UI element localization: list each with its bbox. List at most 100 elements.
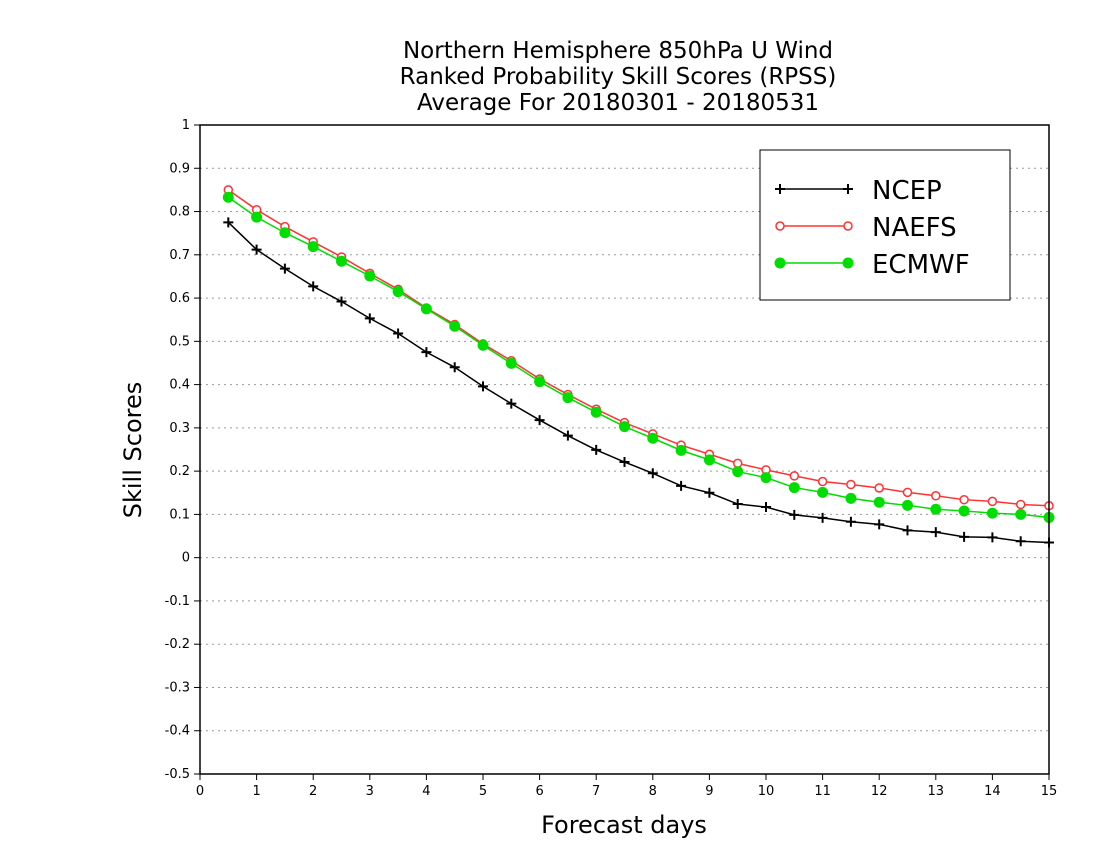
x-tick-label: 11 xyxy=(814,784,831,799)
ncep-point xyxy=(619,457,630,468)
x-tick-label: 13 xyxy=(928,784,945,799)
ncep-point xyxy=(874,519,885,530)
ecmwf-point xyxy=(477,339,489,351)
x-tick-label: 15 xyxy=(1041,784,1058,799)
ncep-point xyxy=(1015,536,1026,547)
y-tick-label: 0.5 xyxy=(169,334,190,349)
ncep-point xyxy=(308,281,319,292)
ecmwf-point xyxy=(251,211,263,223)
naefs-point xyxy=(874,483,884,493)
axis-ticks: -0.5 -0.4 -0.3 -0.2 -0.1 0 0.1 0.2 0.3 0.4 0.5 0.6 0… xyxy=(165,118,1058,799)
y-tick-label: -0.5 xyxy=(165,767,190,782)
ecmwf-point xyxy=(562,392,574,404)
ecmwf-point xyxy=(619,421,630,433)
x-tick-label: 4 xyxy=(422,784,430,799)
x-tick-label: 12 xyxy=(871,784,888,799)
ecmwf-point xyxy=(760,472,772,484)
ncep-point xyxy=(789,509,800,520)
legend-label-naefs: NAEFS xyxy=(872,213,957,243)
ecmwf-point xyxy=(534,376,546,388)
ecmwf-point xyxy=(1015,508,1027,520)
x-tick-label: 1 xyxy=(252,784,260,799)
legend-marker-ecmwf xyxy=(842,257,854,269)
x-tick-label: 7 xyxy=(592,784,600,799)
ncep-point xyxy=(562,430,573,441)
series-lines xyxy=(222,185,1055,548)
ecmwf-point xyxy=(873,496,885,508)
naefs-point xyxy=(902,487,913,498)
ecmwf-point xyxy=(930,503,942,515)
x-tick-label: 2 xyxy=(309,784,317,799)
ecmwf-point xyxy=(336,255,347,267)
ncep-point xyxy=(421,347,432,358)
ncep-point xyxy=(591,444,602,455)
ncep-point xyxy=(223,217,234,228)
ncep-point xyxy=(506,398,517,409)
ncep-point xyxy=(251,244,262,255)
legend-marker-naefs xyxy=(775,221,785,231)
ncep-point xyxy=(478,381,488,392)
ecmwf-point xyxy=(647,432,659,444)
ecmwf-point xyxy=(703,454,715,466)
ecmwf-point xyxy=(279,227,291,239)
ecmwf-point xyxy=(307,241,319,253)
ncep-point xyxy=(393,328,404,339)
x-tick-label: 9 xyxy=(705,784,713,799)
x-tick-label: 8 xyxy=(649,784,657,799)
ecmwf-point xyxy=(845,492,857,504)
ecmwf-point xyxy=(449,320,461,332)
ncep-point xyxy=(676,480,687,491)
x-axis-label: Forecast days xyxy=(541,811,707,839)
y-tick-label: 0 xyxy=(182,551,190,566)
ecmwf-point xyxy=(420,303,432,315)
ncep-point xyxy=(987,532,998,543)
title-line-3: Average For 20180301 - 20180531 xyxy=(417,90,819,116)
ecmwf-point xyxy=(675,444,687,456)
ecmwf-point xyxy=(590,406,602,418)
naefs-point xyxy=(931,491,941,501)
ecmwf-point xyxy=(505,357,517,369)
ncep-point xyxy=(845,516,856,527)
x-tick-label: 0 xyxy=(196,784,204,799)
ecmwf-point xyxy=(732,466,744,478)
y-axis-label: Skill Scores xyxy=(119,382,147,519)
legend-marker-naefs xyxy=(843,221,853,231)
naefs-point xyxy=(846,479,856,490)
ncep-point xyxy=(704,487,715,498)
y-tick-label: -0.2 xyxy=(165,637,190,652)
y-tick-label: 0.6 xyxy=(169,291,190,306)
ncep-point xyxy=(279,263,290,274)
x-tick-label: 10 xyxy=(758,784,775,799)
ncep-point xyxy=(364,313,375,324)
ecmwf-point xyxy=(902,499,913,511)
title-line-2: Ranked Probability Skill Scores (RPSS) xyxy=(400,64,837,90)
legend: NCEP NAEFS ECMWF xyxy=(759,149,1011,301)
y-tick-label: 0.9 xyxy=(169,161,190,176)
series-line-naefs xyxy=(227,189,1050,507)
y-tick-label: 0.7 xyxy=(169,248,190,263)
y-tick-label: -0.3 xyxy=(165,680,190,695)
naefs-point xyxy=(987,496,998,507)
ecmwf-point xyxy=(958,505,970,517)
ncep-point xyxy=(817,512,828,523)
ecmwf-point xyxy=(817,486,829,498)
naefs-point xyxy=(817,476,828,487)
naefs-point xyxy=(959,494,969,505)
ncep-point xyxy=(449,362,460,373)
x-tick-label: 14 xyxy=(984,784,1001,799)
ncep-point xyxy=(647,468,658,479)
ncep-point xyxy=(902,525,913,536)
legend-entries: NCEP NAEFS ECMWF xyxy=(774,176,970,280)
ncep-point xyxy=(959,531,970,542)
ecmwf-point xyxy=(364,270,376,282)
y-tick-label: 0.2 xyxy=(169,464,190,479)
ecmwf-point xyxy=(222,191,234,203)
naefs-point xyxy=(1015,499,1026,510)
ecmwf-point xyxy=(788,482,800,494)
x-tick-label: 5 xyxy=(479,784,487,799)
x-tick-label: 3 xyxy=(366,784,374,799)
ncep-point xyxy=(761,502,771,513)
naefs-point xyxy=(789,471,800,481)
legend-marker-ncep xyxy=(843,184,853,194)
